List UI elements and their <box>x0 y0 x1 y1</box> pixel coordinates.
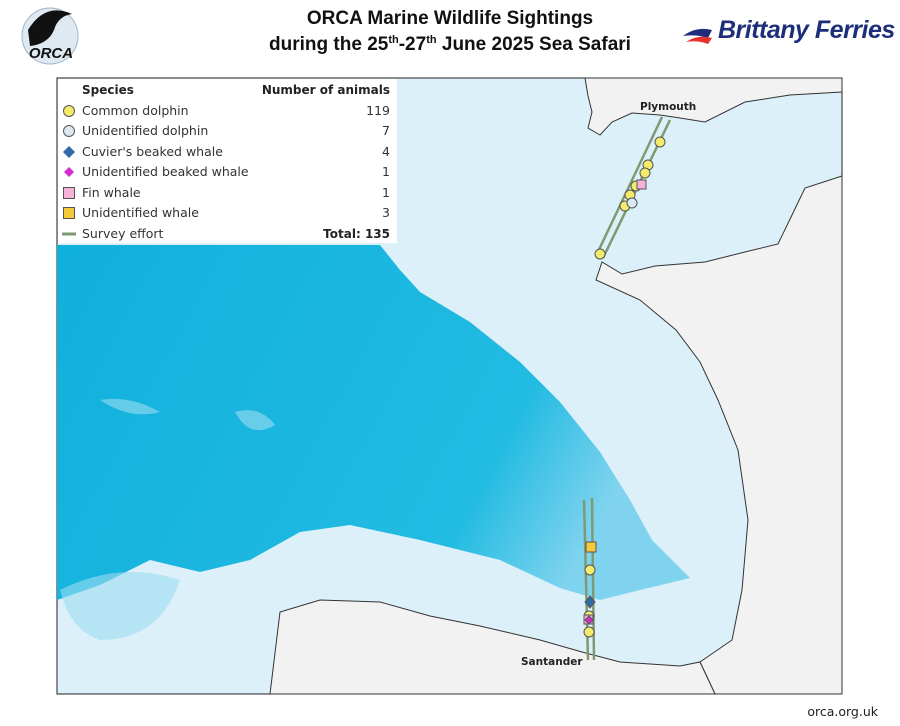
shelf-patch <box>60 398 275 640</box>
spain <box>269 599 716 695</box>
title-line: during the 25th-27th June 2025 Sea Safar… <box>180 32 720 58</box>
icon <box>63 105 75 117</box>
title-part: during the 25 <box>269 34 389 55</box>
footer: orca.org.uk <box>807 704 878 719</box>
legend-row: Unidentified beaked whale 1 <box>58 162 390 182</box>
partner-logo-mark <box>683 28 712 44</box>
title-sup: th <box>388 34 399 46</box>
species-header: Species <box>82 83 134 97</box>
count: 7 <box>382 123 390 138</box>
count: 119 <box>366 103 390 118</box>
title-part: June 2025 Sea Safari <box>436 34 631 55</box>
species: Cuvier's beaked whale <box>82 144 223 159</box>
species: Common dolphin <box>82 103 189 118</box>
title-line: ORCA Marine Wildlife Sightings <box>306 8 594 29</box>
survey-label: Survey effort <box>82 226 164 241</box>
sightings <box>583 136 666 638</box>
logo-text: ORCA <box>29 45 73 62</box>
legend: Species Number of animals Common dolphin… <box>58 79 397 243</box>
title-part: -27 <box>398 34 427 55</box>
icon <box>62 232 76 236</box>
legend-header: Species Number of animals <box>58 80 390 100</box>
legend-row: Common dolphin 119 <box>58 101 390 121</box>
france <box>595 175 843 695</box>
orca-logo: ORCA <box>21 7 79 65</box>
species: Unidentified whale <box>82 205 199 220</box>
icon <box>63 146 75 158</box>
count: 1 <box>382 185 390 200</box>
icon <box>64 167 74 177</box>
icon <box>63 125 75 137</box>
place-label: Plymouth <box>640 101 697 113</box>
legend-row: Fin whale 1 <box>58 183 390 203</box>
count-header: Number of animals <box>261 83 390 97</box>
total: Total: 135 <box>323 224 390 244</box>
title-sup: th <box>426 34 437 46</box>
total-label: Total: <box>323 227 361 241</box>
count: 1 <box>382 164 390 179</box>
species: Unidentified beaked whale <box>82 164 249 179</box>
count: 4 <box>382 144 390 159</box>
legend-row: Survey effort Total: 135 <box>58 224 390 244</box>
total-value: 135 <box>364 227 390 241</box>
legend-row: Cuvier's beaked whale 4 <box>58 142 390 162</box>
species: Fin whale <box>82 185 141 200</box>
england <box>584 77 843 136</box>
partner-logo: Brittany Ferries <box>718 16 895 44</box>
species: Unidentified dolphin <box>82 123 209 138</box>
count: 3 <box>382 205 390 220</box>
icon <box>63 187 75 199</box>
legend-row: Unidentified dolphin 7 <box>58 121 390 141</box>
title: ORCA Marine Wildlife Sightings during th… <box>180 6 720 58</box>
deep-sea <box>57 245 690 600</box>
legend-row: Unidentified whale 3 <box>58 203 390 223</box>
place-label: Santander <box>521 656 583 668</box>
icon <box>63 207 75 219</box>
